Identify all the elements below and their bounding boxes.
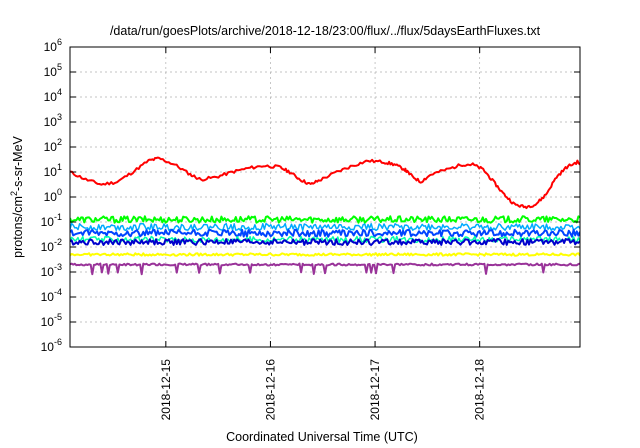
- x-axis: 2018-12-15 2018-12-16 2018-12-17 2018-12-18: [159, 47, 487, 420]
- series-line: [70, 222, 580, 232]
- y-tick-label: 100: [44, 187, 62, 204]
- x-tick-label: 2018-12-18: [473, 359, 487, 421]
- y-tick-label: 103: [44, 112, 62, 129]
- y-tick-label: 10-2: [41, 237, 62, 254]
- y-tick-label: 101: [44, 162, 62, 179]
- y-axis-label-sup: 2: [9, 191, 19, 196]
- grid-lines: [70, 47, 580, 347]
- y-axis-label: protons/cm2-s-sr-MeV: [9, 135, 25, 257]
- y-tick-label: 105: [44, 62, 62, 79]
- chart-title: /data/run/goesPlots/archive/2018-12-18/2…: [110, 24, 541, 38]
- x-tick-label: 2018-12-17: [368, 359, 382, 421]
- y-tick-label: 104: [44, 87, 62, 104]
- series-line: [70, 238, 580, 246]
- series-group: [70, 156, 580, 276]
- y-tick-label: 10-1: [41, 212, 62, 229]
- series-line: [70, 156, 580, 210]
- y-tick-label: 10-4: [41, 287, 62, 304]
- series-line: [70, 215, 580, 224]
- x-axis-label: Coordinated Universal Time (UTC): [226, 430, 418, 444]
- series-line: [70, 252, 580, 257]
- y-tick-label: 10-5: [41, 312, 62, 329]
- y-axis: 10-6 10-5 10-4 10-3 10-2 10-1 100 101 102 103 104 1…: [41, 37, 580, 354]
- y-axis-label-rest: -s-sr-MeV: [11, 135, 25, 191]
- series-line: [70, 262, 580, 276]
- y-tick-label: 10-3: [41, 262, 62, 279]
- y-tick-label: 106: [44, 37, 62, 54]
- x-tick-label: 2018-12-15: [159, 359, 173, 421]
- y-tick-label: 10-6: [41, 337, 62, 354]
- y-tick-label: 102: [44, 137, 62, 154]
- x-tick-label: 2018-12-16: [263, 359, 277, 421]
- series-line: [70, 228, 580, 238]
- y-axis-label-base: protons/cm: [11, 196, 25, 258]
